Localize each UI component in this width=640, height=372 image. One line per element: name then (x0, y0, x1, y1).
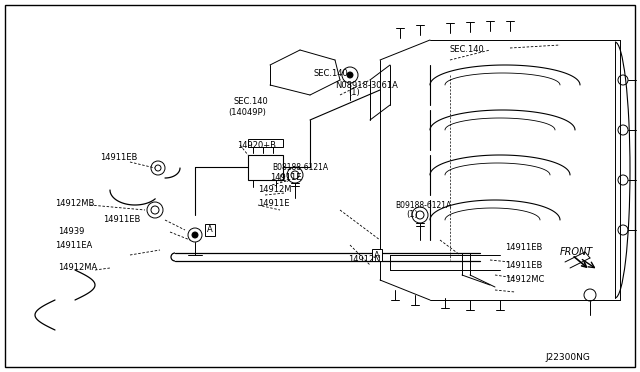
Circle shape (192, 232, 198, 238)
Circle shape (347, 72, 353, 78)
Text: (14049P): (14049P) (228, 108, 266, 116)
Text: 14912N: 14912N (348, 256, 381, 264)
Text: 14911E: 14911E (270, 173, 301, 183)
Text: 14912M: 14912M (258, 186, 291, 195)
Text: SEC.140: SEC.140 (313, 68, 348, 77)
Text: SEC.140: SEC.140 (450, 45, 484, 55)
Text: N08918-3061A: N08918-3061A (335, 80, 398, 90)
Text: 14912MC: 14912MC (505, 276, 545, 285)
Text: (1): (1) (406, 211, 418, 219)
Text: 14911EB: 14911EB (103, 215, 140, 224)
Text: 14912MA: 14912MA (58, 263, 97, 273)
Bar (248, 155, 283, 180)
Text: FRONT: FRONT (560, 247, 593, 257)
Text: 14912MB: 14912MB (55, 199, 94, 208)
Text: 14920+B: 14920+B (237, 141, 276, 150)
Bar (248, 139, 283, 147)
Text: A: A (374, 250, 380, 260)
Text: B09188-6121A: B09188-6121A (395, 201, 451, 209)
Text: 14911EA: 14911EA (55, 241, 92, 250)
Text: SEC.140: SEC.140 (233, 97, 268, 106)
Text: 14939: 14939 (58, 228, 84, 237)
Text: 14911E: 14911E (258, 199, 289, 208)
Text: (1): (1) (348, 89, 360, 97)
Text: (1): (1) (278, 173, 290, 183)
Text: 14911EB: 14911EB (505, 244, 542, 253)
Text: 14911EB: 14911EB (100, 154, 138, 163)
Text: A: A (207, 225, 213, 234)
Text: 14911EB: 14911EB (505, 260, 542, 269)
Text: J22300NG: J22300NG (545, 353, 590, 362)
Text: B08188-6121A: B08188-6121A (272, 164, 328, 173)
